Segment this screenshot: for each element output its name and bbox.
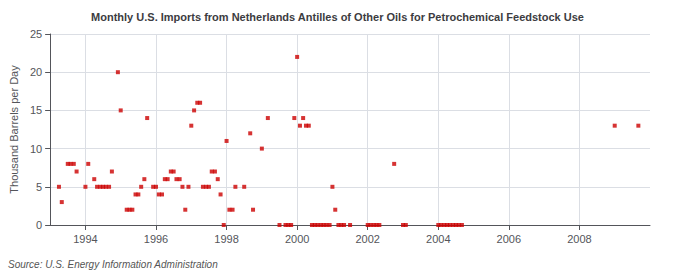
svg-text:1996: 1996: [144, 233, 168, 245]
svg-text:15: 15: [30, 104, 42, 116]
svg-text:25: 25: [30, 28, 42, 40]
svg-text:1994: 1994: [73, 233, 97, 245]
svg-text:5: 5: [36, 181, 42, 193]
svg-text:0: 0: [36, 219, 42, 231]
svg-text:Monthly U.S. Imports from Neth: Monthly U.S. Imports from Netherlands An…: [91, 11, 584, 23]
svg-text:10: 10: [30, 143, 42, 155]
svg-text:2000: 2000: [285, 233, 309, 245]
svg-text:2004: 2004: [426, 233, 450, 245]
svg-text:Source: U.S. Energy Informatio: Source: U.S. Energy Information Administ…: [8, 259, 218, 270]
svg-text:Thousand Barrels per Day: Thousand Barrels per Day: [8, 65, 20, 194]
svg-text:2002: 2002: [355, 233, 379, 245]
svg-text:2008: 2008: [567, 233, 591, 245]
svg-text:20: 20: [30, 66, 42, 78]
svg-text:1998: 1998: [214, 233, 238, 245]
svg-text:2006: 2006: [497, 233, 521, 245]
